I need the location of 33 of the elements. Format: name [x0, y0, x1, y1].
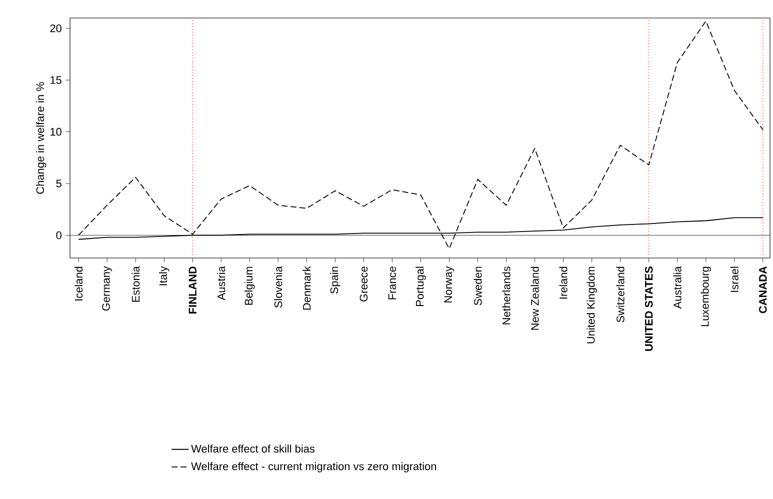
y-tick-label: 10: [50, 128, 62, 136]
x-tick-label: Germany: [102, 266, 112, 311]
x-tick-label: Portugal: [416, 266, 426, 306]
x-tick-label: Spain: [330, 266, 340, 294]
x-tick-label: Iceland: [74, 266, 83, 300]
x-tick-label: United Kingdom: [586, 266, 597, 344]
x-tick-label: Israel: [730, 266, 738, 292]
x-tick-label: Switzerland: [616, 266, 624, 322]
x-tick-label: FINLAND: [188, 266, 196, 314]
x-tick-label: Norway: [444, 266, 454, 302]
x-tick-label: France: [388, 266, 396, 300]
x-tick-label: Estonia: [132, 266, 140, 302]
x-tick-label: Denmark: [302, 266, 311, 310]
y-tick-label: 15: [50, 76, 62, 84]
legend-label: Welfare effect - current migration vs zero migration: [191, 462, 436, 472]
x-tick-label: Ireland: [559, 266, 568, 299]
x-tick-label: Luxembourg: [700, 266, 711, 326]
x-tick-label: Sweden: [474, 266, 482, 306]
x-tick-label: Netherlands: [502, 266, 510, 324]
y-axis-title: Change in welfare in %: [36, 82, 46, 194]
y-tick-label: 5: [56, 180, 62, 188]
x-tick-label: New Zealand: [530, 266, 539, 330]
x-tick-label: Belgium: [244, 266, 255, 305]
x-tick-label: CANADA: [759, 266, 767, 314]
x-tick-label: UNITED STATES: [644, 266, 653, 351]
y-tick-label: 20: [50, 24, 62, 32]
x-tick-label: Slovenia: [274, 266, 282, 308]
legend-label: Welfare effect of skill bias: [191, 444, 315, 453]
x-tick-label: Greece: [360, 266, 368, 302]
x-tick-label: Austria: [217, 266, 226, 300]
x-tick-label: Australia: [673, 266, 682, 309]
x-tick-label: Italy: [158, 266, 170, 286]
y-tick-label: 0: [56, 231, 62, 240]
